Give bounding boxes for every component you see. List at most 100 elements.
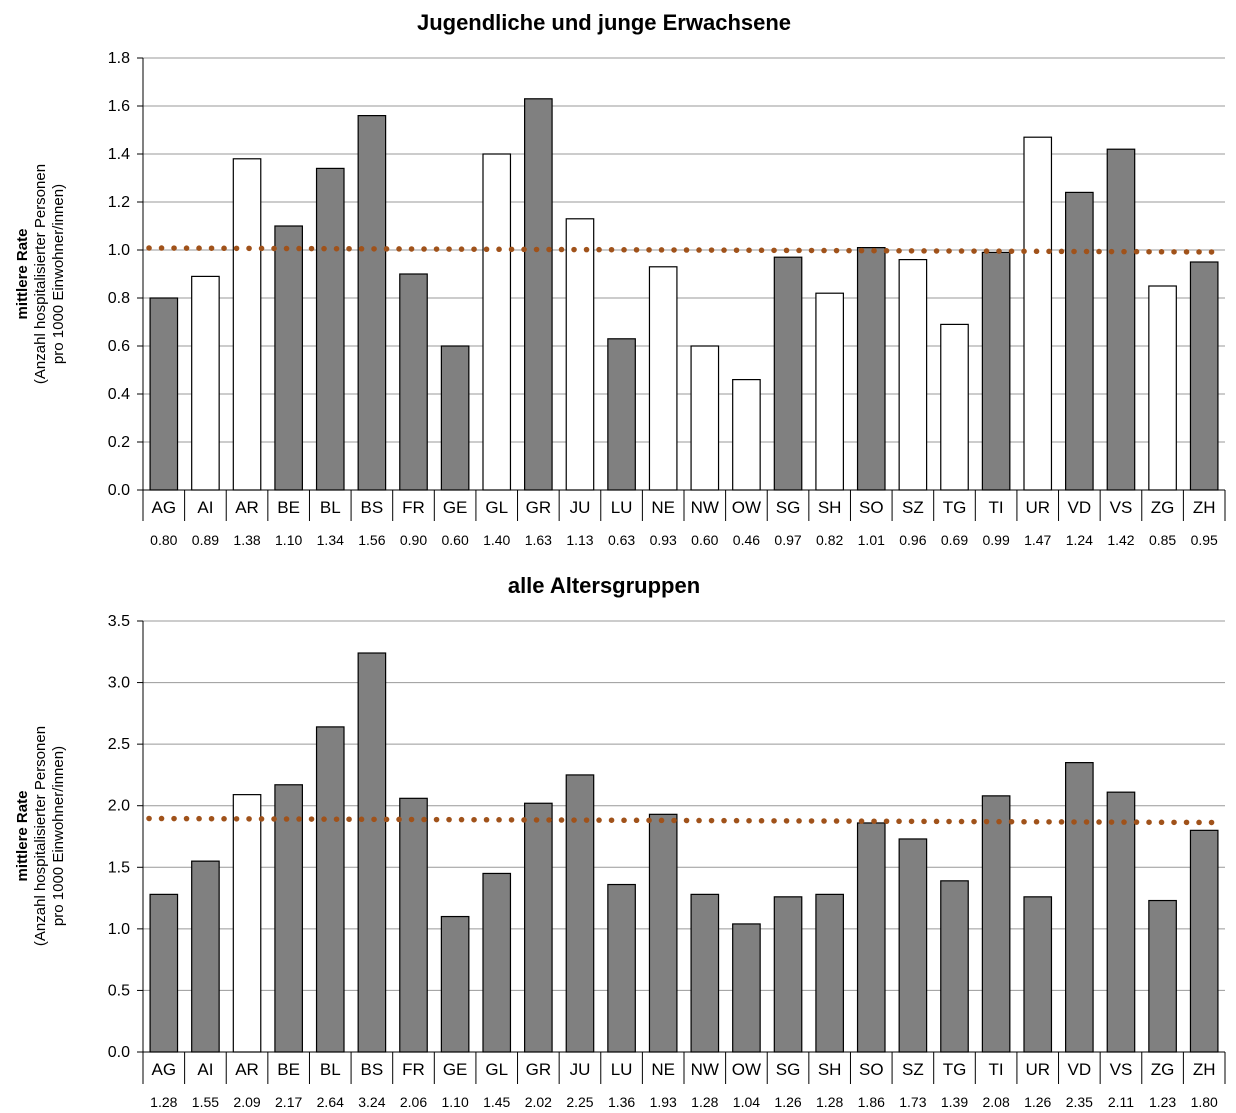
value-label: 1.56 xyxy=(358,532,385,548)
value-label: 2.06 xyxy=(400,1094,427,1110)
bar-sh xyxy=(815,893,844,1053)
bar-gr xyxy=(524,98,553,491)
value-label: 0.89 xyxy=(192,532,219,548)
x-tick-label: OW xyxy=(732,498,761,517)
value-label: 0.82 xyxy=(816,532,843,548)
x-tick-label: VS xyxy=(1110,1060,1133,1079)
value-label: 1.10 xyxy=(275,532,302,548)
value-label: 1.28 xyxy=(816,1094,843,1110)
x-tick-label: BE xyxy=(277,498,300,517)
bar-ai xyxy=(191,275,220,491)
x-tick-label: TI xyxy=(989,1060,1004,1079)
x-tick-label: UR xyxy=(1025,498,1050,517)
y-tick-label: 3.0 xyxy=(108,675,130,692)
value-label: 2.09 xyxy=(233,1094,260,1110)
value-label: 1.55 xyxy=(192,1094,219,1110)
value-label: 0.69 xyxy=(941,532,968,548)
y-tick-label: 1.5 xyxy=(108,859,130,876)
value-label: 3.24 xyxy=(358,1094,385,1110)
y-tick-label: 0.5 xyxy=(108,982,130,999)
y-tick-label: 3.5 xyxy=(108,613,130,630)
y-axis-label-group: mittlere Rate (Anzahl hospitalisierter Pe… xyxy=(14,726,67,946)
value-label: 2.02 xyxy=(525,1094,552,1110)
y-axis-sublabel-2: pro 1000 Einwohner/innen) xyxy=(50,184,67,364)
x-tick-label: UR xyxy=(1025,1060,1050,1079)
bar-sh xyxy=(815,292,844,491)
y-axis-sublabel-2: pro 1000 Einwohner/innen) xyxy=(50,746,67,926)
x-tick-label: ZH xyxy=(1193,498,1216,517)
y-tick-label: 1.0 xyxy=(108,242,130,259)
value-label: 1.24 xyxy=(1066,532,1093,548)
reference-line xyxy=(146,815,1224,826)
y-tick-label: 1.0 xyxy=(108,921,130,938)
bar-be xyxy=(274,784,303,1053)
value-label: 0.99 xyxy=(982,532,1009,548)
bar-sg xyxy=(773,896,803,1053)
value-label: 1.47 xyxy=(1024,532,1051,548)
bar-ne xyxy=(648,266,678,491)
value-label: 1.13 xyxy=(566,532,593,548)
bar-vs xyxy=(1106,791,1136,1053)
x-tick-label: SZ xyxy=(902,498,924,517)
bar-tg xyxy=(940,323,969,491)
bar-so xyxy=(856,247,886,491)
bar-vd xyxy=(1065,191,1094,491)
x-tick-label: TG xyxy=(943,1060,967,1079)
bar-bs xyxy=(357,652,387,1053)
x-tick-label: SG xyxy=(776,498,801,517)
y-tick-label: 0.2 xyxy=(108,434,130,451)
value-label: 1.86 xyxy=(858,1094,885,1110)
x-tick-label: VD xyxy=(1068,498,1092,517)
value-label: 1.26 xyxy=(774,1094,801,1110)
chart-title: alle Altersgruppen xyxy=(508,573,700,598)
bar-gl xyxy=(482,153,512,491)
value-label: 0.95 xyxy=(1191,532,1218,548)
x-tick-label: GL xyxy=(485,498,508,517)
bar-lu xyxy=(607,338,636,491)
value-label: 0.93 xyxy=(650,532,677,548)
x-tick-label: AI xyxy=(197,1060,213,1079)
x-tick-label: VS xyxy=(1110,498,1133,517)
y-tick-label: 1.6 xyxy=(108,98,130,115)
bar-ag xyxy=(149,893,179,1053)
value-label: 2.35 xyxy=(1066,1094,1093,1110)
bar-fr xyxy=(399,273,428,491)
value-label: 1.38 xyxy=(233,532,260,548)
y-tick-label: 0.0 xyxy=(108,1044,130,1061)
value-label: 0.90 xyxy=(400,532,427,548)
x-tick-label: AG xyxy=(152,498,177,517)
bar-ju xyxy=(565,774,595,1053)
x-tick-label: TI xyxy=(989,498,1004,517)
x-tick-label: GE xyxy=(443,498,468,517)
value-label: 1.28 xyxy=(150,1094,177,1110)
value-label: 1.28 xyxy=(691,1094,718,1110)
x-tick-label: LU xyxy=(611,498,633,517)
x-tick-label: BS xyxy=(361,498,384,517)
x-tick-label: AR xyxy=(235,498,259,517)
x-tick-label: SZ xyxy=(902,1060,924,1079)
x-tick-label: BL xyxy=(320,1060,341,1079)
x-tick-label: VD xyxy=(1068,1060,1092,1079)
bar-ag xyxy=(149,297,179,491)
x-tick-label: BL xyxy=(320,498,341,517)
value-label: 1.26 xyxy=(1024,1094,1051,1110)
bar-gl xyxy=(482,872,512,1053)
value-label: 2.08 xyxy=(982,1094,1009,1110)
value-label: 2.11 xyxy=(1108,1094,1134,1110)
value-label: 0.46 xyxy=(733,532,760,548)
reference-line xyxy=(146,245,1224,255)
bar-ne xyxy=(648,813,678,1053)
value-label: 1.73 xyxy=(899,1094,926,1110)
bar-zh xyxy=(1189,261,1219,491)
bar-ow xyxy=(732,923,761,1053)
x-tick-label: GR xyxy=(526,1060,552,1079)
value-label: 2.25 xyxy=(566,1094,593,1110)
x-tick-label: NW xyxy=(691,498,719,517)
value-label: 1.42 xyxy=(1107,532,1134,548)
value-label: 1.04 xyxy=(733,1094,760,1110)
y-tick-label: 2.5 xyxy=(108,736,130,753)
x-tick-label: FR xyxy=(402,498,425,517)
value-label: 1.63 xyxy=(525,532,552,548)
x-tick-label: LU xyxy=(611,1060,633,1079)
